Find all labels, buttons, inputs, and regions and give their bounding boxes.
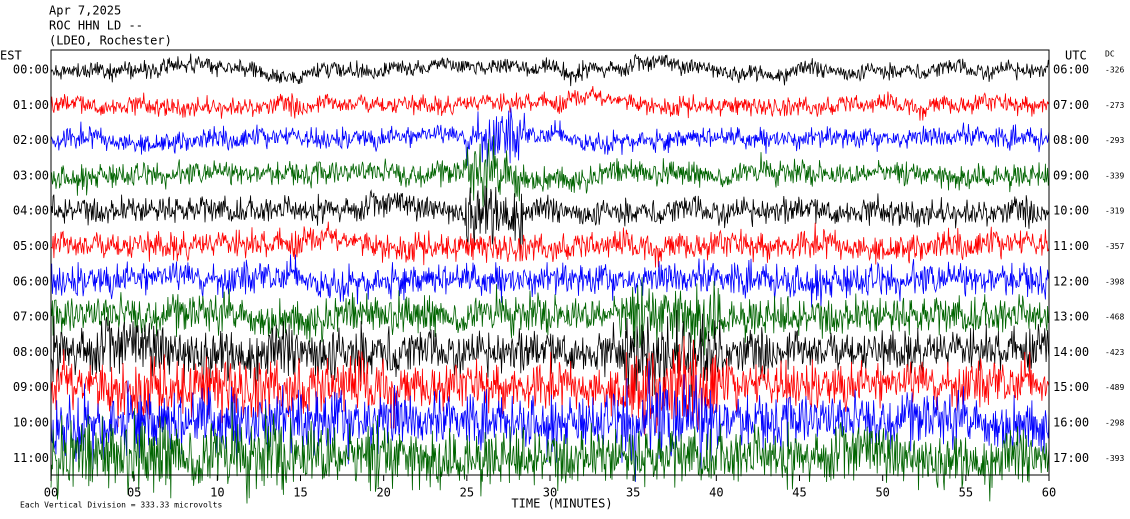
x-tick-label: 05	[127, 486, 141, 500]
utc-label: 17:00	[1053, 451, 1089, 465]
x-tick-label: 00	[44, 486, 58, 500]
utc-label: 15:00	[1053, 380, 1089, 394]
network: (LDEO, Rochester)	[49, 34, 172, 48]
est-label: 09:00	[13, 380, 49, 394]
trace	[50, 107, 1050, 167]
utc-label: 09:00	[1053, 168, 1089, 182]
utc-label: 12:00	[1053, 274, 1089, 288]
dc-value: -468	[1105, 313, 1124, 322]
date: Apr 7,2025	[49, 4, 121, 18]
est-label: 02:00	[13, 133, 49, 147]
est-label: 07:00	[13, 310, 49, 324]
utc-label: 16:00	[1053, 416, 1089, 430]
dc-label: DC	[1105, 50, 1115, 59]
trace	[50, 134, 1050, 207]
x-axis-label: TIME (MINUTES)	[511, 497, 612, 511]
dc-value: -339	[1105, 171, 1124, 180]
x-tick-label: 55	[959, 486, 973, 500]
trace	[50, 185, 1050, 261]
dc-value: -393	[1105, 454, 1124, 463]
x-tick-label: 50	[875, 486, 889, 500]
dc-value: -357	[1105, 242, 1124, 251]
est-label: 10:00	[13, 416, 49, 430]
utc-label: 08:00	[1053, 133, 1089, 147]
trace	[50, 221, 1050, 268]
est-label: 05:00	[13, 239, 49, 253]
est-label: 00:00	[13, 63, 49, 77]
utc-label: 10:00	[1053, 204, 1089, 218]
dc-value: -319	[1105, 207, 1124, 216]
x-tick-label: 60	[1042, 486, 1056, 500]
x-tick-label: 40	[709, 486, 723, 500]
trace	[50, 53, 1050, 87]
est-label: 08:00	[13, 345, 49, 359]
dc-value: -423	[1105, 348, 1124, 357]
est-label: 01:00	[13, 98, 49, 112]
trace	[50, 310, 1050, 397]
dc-value: -273	[1105, 101, 1124, 110]
dc-value: -326	[1105, 66, 1124, 75]
est-label: 06:00	[13, 274, 49, 288]
utc-label: 13:00	[1053, 310, 1089, 324]
traces	[50, 53, 1050, 504]
est-label: 04:00	[13, 204, 49, 218]
footer: Each Vertical Division = 333.33 microvol…	[20, 501, 222, 510]
utc-label: 07:00	[1053, 98, 1089, 112]
dc-value: -293	[1105, 136, 1124, 145]
utc-label: 11:00	[1053, 239, 1089, 253]
est-label: 11:00	[13, 451, 49, 465]
dc-value: -398	[1105, 277, 1124, 286]
dc-value: -489	[1105, 383, 1124, 392]
x-tick-label: 35	[626, 486, 640, 500]
x-tick-label: 25	[460, 486, 474, 500]
left-axis-label: EST	[0, 49, 22, 63]
x-tick-label: 20	[376, 486, 390, 500]
trace	[50, 277, 1050, 356]
trace	[50, 85, 1050, 121]
x-tick-label: 15	[293, 486, 307, 500]
utc-label: 06:00	[1053, 63, 1089, 77]
dc-value: -298	[1105, 419, 1124, 428]
x-tick-label: 30	[543, 486, 557, 500]
trace	[50, 254, 1050, 308]
right-axis-label: UTC	[1065, 49, 1087, 63]
x-tick-label: 45	[792, 486, 806, 500]
x-tick-label: 10	[210, 486, 224, 500]
trace	[50, 401, 1050, 504]
trace	[50, 335, 1050, 436]
station: ROC HHN LD --	[49, 19, 143, 33]
utc-label: 14:00	[1053, 345, 1089, 359]
est-label: 03:00	[13, 168, 49, 182]
